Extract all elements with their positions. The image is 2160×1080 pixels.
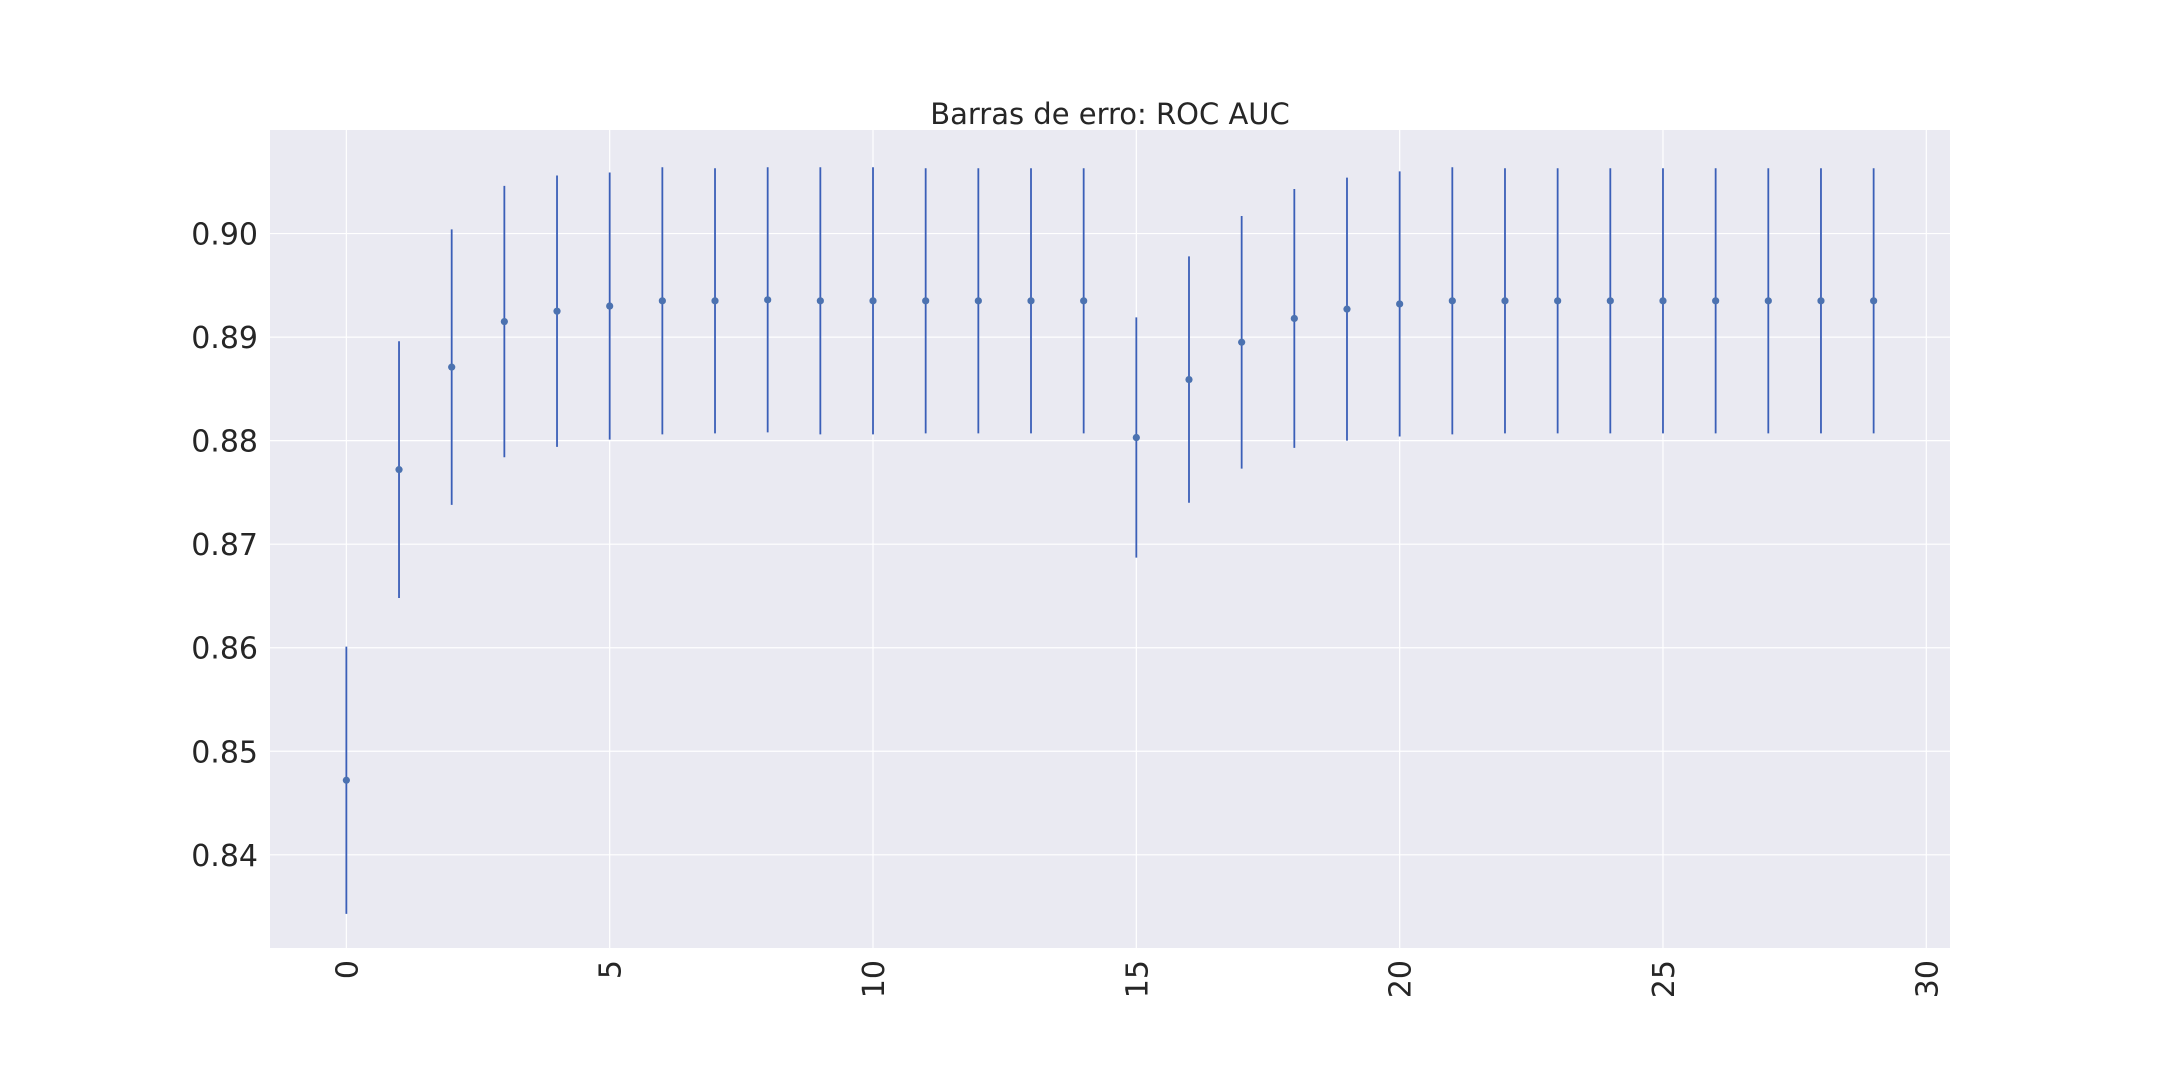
x-tick-label: 25 — [1647, 960, 1682, 998]
plot-area — [270, 130, 1950, 948]
y-tick-label: 0.90 — [191, 218, 258, 253]
x-tick-label: 20 — [1384, 960, 1419, 998]
y-tick-label: 0.86 — [191, 632, 258, 667]
data-point — [1396, 300, 1404, 308]
data-point — [1027, 297, 1035, 305]
data-point — [500, 317, 508, 326]
data-point — [1870, 297, 1878, 305]
x-tick-label: 10 — [857, 960, 892, 998]
data-points — [342, 296, 1878, 784]
x-tick-label: 5 — [594, 960, 629, 979]
data-point — [1817, 297, 1825, 305]
data-point — [1606, 297, 1614, 305]
data-point — [1185, 375, 1193, 384]
data-point — [1238, 338, 1246, 346]
data-point — [816, 297, 824, 305]
data-point — [1764, 297, 1772, 305]
data-point — [448, 363, 456, 371]
x-tick-label: 0 — [330, 960, 365, 979]
data-point — [764, 296, 772, 304]
data-point — [922, 297, 930, 305]
data-point — [1501, 297, 1509, 305]
x-tick-label: 30 — [1910, 960, 1945, 998]
y-tick-label: 0.89 — [191, 321, 258, 356]
y-tick-label: 0.85 — [191, 735, 258, 770]
data-point — [974, 297, 982, 305]
data-point — [606, 302, 614, 310]
y-tick-label: 0.88 — [191, 425, 258, 460]
chart-title: Barras de erro: ROC AUC — [930, 97, 1290, 131]
data-point — [553, 307, 561, 315]
data-point — [342, 776, 350, 784]
data-point — [1712, 297, 1720, 305]
y-tick-label: 0.84 — [191, 839, 258, 874]
x-axis-ticks: 0 5 10 15 20 25 30 — [330, 960, 1945, 998]
data-point — [1343, 305, 1351, 313]
data-point — [1080, 297, 1088, 305]
data-point — [658, 297, 666, 305]
data-point — [869, 297, 877, 305]
y-axis-ticks: 0.84 0.85 0.86 0.87 0.88 0.89 0.90 — [191, 218, 258, 874]
x-tick-label: 15 — [1120, 960, 1155, 998]
data-point — [1448, 297, 1456, 305]
data-point — [395, 466, 403, 474]
data-point — [711, 297, 719, 305]
data-point — [1132, 433, 1140, 442]
data-point — [1290, 314, 1298, 323]
data-point — [1554, 297, 1562, 305]
y-tick-label: 0.87 — [191, 528, 258, 563]
data-point — [1659, 297, 1667, 305]
